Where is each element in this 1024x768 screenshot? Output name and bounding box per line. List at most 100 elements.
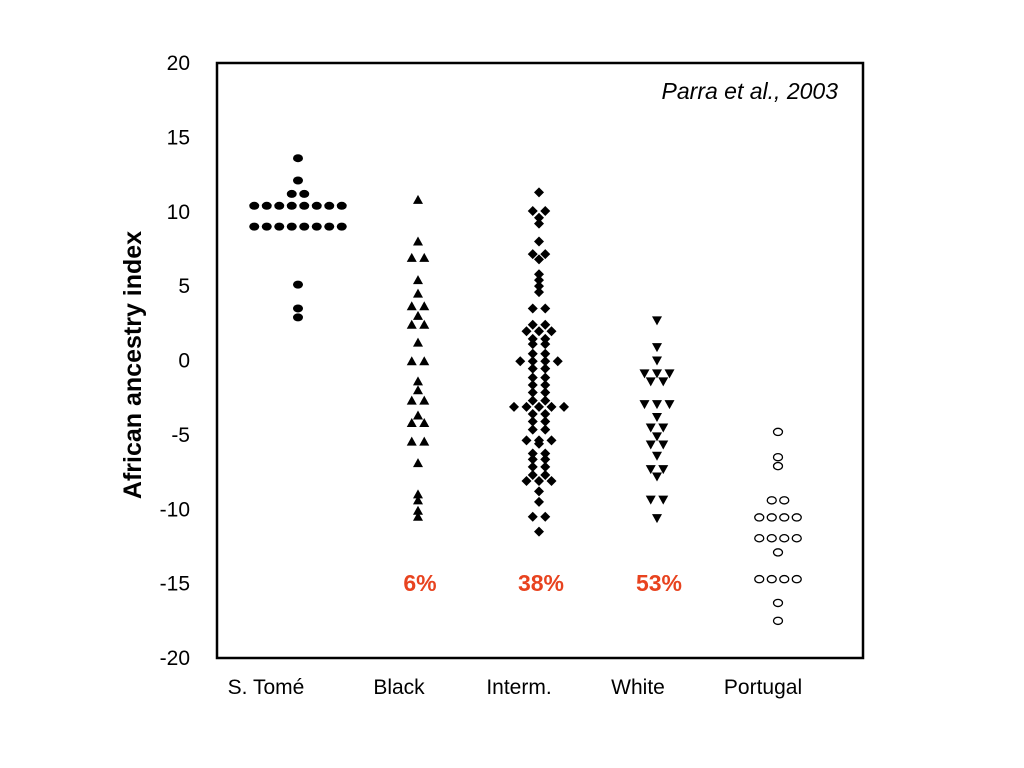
data-point [534, 269, 544, 280]
data-point [534, 187, 544, 198]
data-point [324, 222, 335, 231]
data-point [249, 201, 260, 210]
data-point [540, 206, 551, 217]
data-point [791, 574, 802, 584]
y-axis-title: African ancestry index [119, 231, 147, 499]
data-point [527, 206, 538, 217]
data-point [413, 511, 423, 521]
data-point [261, 201, 272, 210]
data-point [534, 212, 544, 223]
data-point [779, 534, 790, 543]
data-point [406, 436, 417, 446]
data-point [413, 410, 423, 420]
data-point [639, 369, 650, 379]
data-point [406, 417, 417, 427]
data-point [652, 369, 662, 379]
data-point [534, 475, 544, 486]
data-point [527, 339, 538, 350]
data-point [324, 201, 335, 210]
y-tick-label: 10 [167, 201, 190, 224]
data-point [413, 376, 423, 386]
data-point [286, 189, 297, 198]
data-point [791, 534, 802, 543]
data-point [658, 440, 669, 450]
data-point [311, 222, 322, 231]
data-point [664, 369, 675, 379]
data-point [521, 435, 532, 446]
data-point [540, 416, 551, 427]
data-point [534, 254, 544, 265]
y-tick-label: -5 [171, 424, 190, 447]
x-axis-categories: S. Tomé Black Interm. White Portugal [228, 676, 802, 699]
data-point [406, 356, 417, 366]
data-point [772, 548, 784, 557]
data-point [645, 423, 656, 433]
data-point [652, 472, 662, 482]
y-tick-label: 15 [167, 126, 190, 149]
data-point [299, 201, 310, 210]
data-point [336, 201, 347, 210]
data-point [766, 574, 777, 584]
data-point [534, 326, 544, 337]
data-point [413, 236, 423, 246]
data-point [527, 470, 538, 481]
data-point [419, 301, 430, 311]
data-point [286, 201, 297, 210]
data-point [527, 380, 538, 391]
data-point [527, 333, 538, 344]
x-category-label: Interm. [486, 676, 551, 699]
data-point [540, 461, 551, 472]
y-tick-label: -10 [160, 498, 190, 521]
data-point [772, 461, 784, 471]
data-point [527, 356, 538, 367]
data-point [540, 380, 551, 391]
data-point [413, 385, 423, 395]
data-point [527, 424, 538, 435]
data-point [419, 395, 430, 405]
data-point [419, 356, 430, 366]
data-point [413, 489, 423, 499]
data-point [540, 409, 551, 420]
data-point [658, 495, 669, 505]
y-tick-label: 20 [167, 52, 190, 75]
data-point [534, 218, 544, 229]
data-point [652, 413, 662, 423]
data-point [527, 387, 538, 398]
percent-label: 53% [636, 570, 682, 596]
data-point [766, 534, 777, 543]
data-point [527, 372, 538, 383]
data-point [546, 326, 557, 337]
data-point [779, 574, 790, 584]
data-point [645, 377, 656, 387]
data-point [652, 514, 662, 524]
data-point [527, 416, 538, 427]
data-point [286, 222, 297, 231]
data-point [413, 275, 423, 285]
data-point [534, 281, 544, 292]
data-point [754, 574, 765, 584]
data-point [293, 304, 303, 313]
data-point [540, 348, 551, 359]
data-point [413, 194, 423, 204]
data-point [772, 427, 784, 437]
y-tick-label: -20 [160, 647, 190, 670]
data-point [652, 356, 662, 366]
data-point [534, 401, 544, 412]
data-point [521, 326, 532, 337]
data-point [311, 201, 322, 210]
y-tick-label: 5 [178, 275, 190, 298]
data-point [652, 343, 662, 353]
data-point [293, 313, 303, 322]
data-point [652, 451, 662, 461]
data-point [779, 513, 790, 522]
y-tick-label: 0 [178, 350, 190, 373]
data-point [540, 363, 551, 374]
data-point [413, 505, 423, 515]
data-point [527, 461, 538, 472]
data-point [546, 475, 557, 486]
percent-label: 6% [403, 570, 436, 596]
data-point [540, 333, 551, 344]
data-point [527, 348, 538, 359]
data-point [559, 401, 569, 412]
